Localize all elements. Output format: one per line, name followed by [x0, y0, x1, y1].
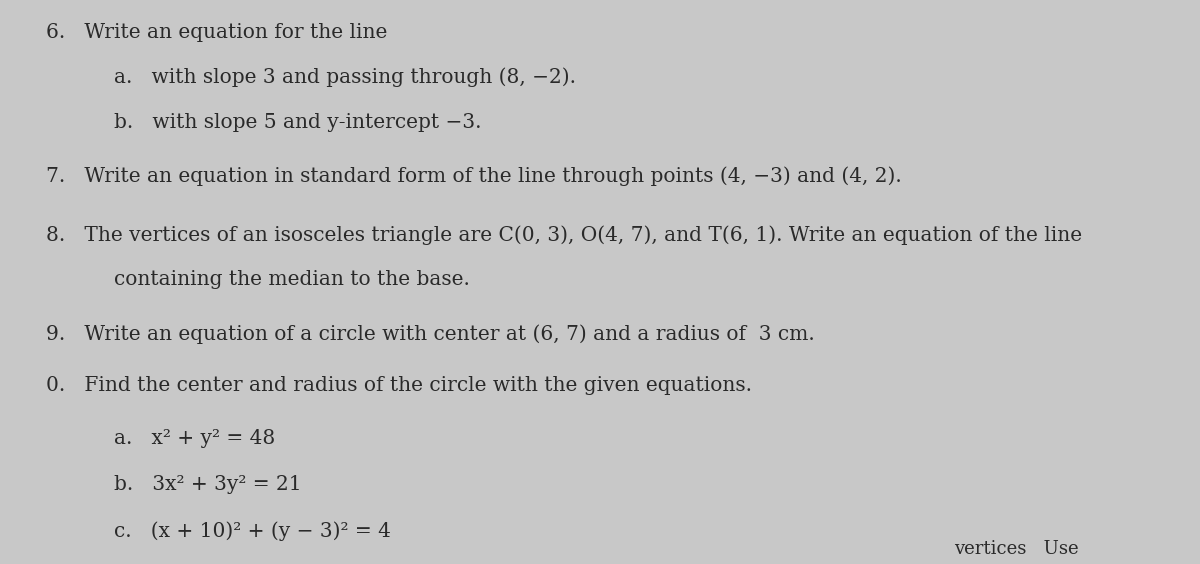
Text: 0.   Find the center and radius of the circle with the given equations.: 0. Find the center and radius of the cir…	[46, 376, 751, 395]
Text: a.   with slope 3 and passing through (8, −2).: a. with slope 3 and passing through (8, …	[114, 68, 576, 87]
Text: b.   with slope 5 and y-intercept −3.: b. with slope 5 and y-intercept −3.	[114, 113, 481, 132]
Text: 9.   Write an equation of a circle with center at (6, 7) and a radius of  3 cm.: 9. Write an equation of a circle with ce…	[46, 324, 815, 344]
Text: containing the median to the base.: containing the median to the base.	[114, 270, 470, 289]
Text: a.   x² + y² = 48: a. x² + y² = 48	[114, 429, 275, 448]
Text: 7.   Write an equation in standard form of the line through points (4, −3) and (: 7. Write an equation in standard form of…	[46, 166, 901, 186]
Text: 6.   Write an equation for the line: 6. Write an equation for the line	[46, 23, 386, 42]
Text: b.   3x² + 3y² = 21: b. 3x² + 3y² = 21	[114, 475, 301, 494]
Text: 8.   The vertices of an isosceles triangle are C(0, 3), O(4, 7), and T(6, 1). Wr: 8. The vertices of an isosceles triangle…	[46, 226, 1081, 245]
Text: vertices   Use: vertices Use	[954, 540, 1079, 558]
Text: c.   (x + 10)² + (y − 3)² = 4: c. (x + 10)² + (y − 3)² = 4	[114, 522, 391, 541]
